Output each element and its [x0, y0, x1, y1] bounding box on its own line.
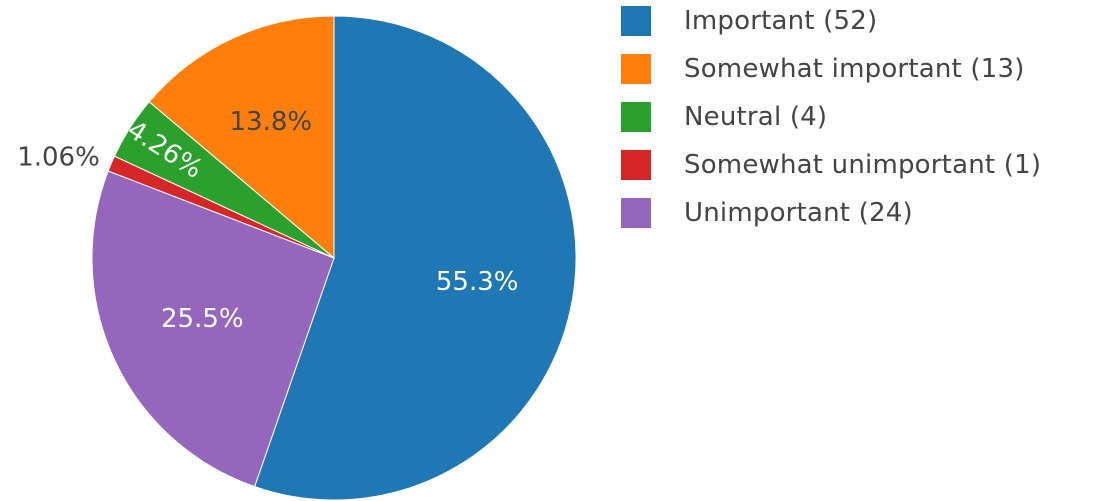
pie-label-somewhat-important: 13.8%: [229, 107, 312, 137]
pie-label-important: 55.3%: [436, 267, 519, 297]
legend-swatch-neutral: [621, 102, 651, 132]
pie-label-unimportant: 25.5%: [161, 304, 244, 334]
legend-label-unimportant: Unimportant (24): [684, 198, 913, 228]
legend-label-important: Important (52): [684, 6, 878, 36]
legend-label-somewhat-important: Somewhat important (13): [684, 54, 1025, 84]
legend-swatch-important: [621, 6, 651, 36]
pie-label-somewhat-unimportant: 1.06%: [17, 142, 100, 172]
legend-swatch-somewhat-important: [621, 54, 651, 84]
pie-slice-unimportant[interactable]: [91, 170, 335, 488]
pie-slice-somewhat-important[interactable]: [148, 15, 335, 260]
legend-swatch-unimportant: [621, 198, 651, 228]
legend-label-somewhat-unimportant: Somewhat unimportant (1): [684, 150, 1042, 180]
legend-label-neutral: Neutral (4): [684, 102, 828, 132]
pie-slice-important[interactable]: [253, 15, 577, 501]
legend-swatch-somewhat-unimportant: [621, 150, 651, 180]
